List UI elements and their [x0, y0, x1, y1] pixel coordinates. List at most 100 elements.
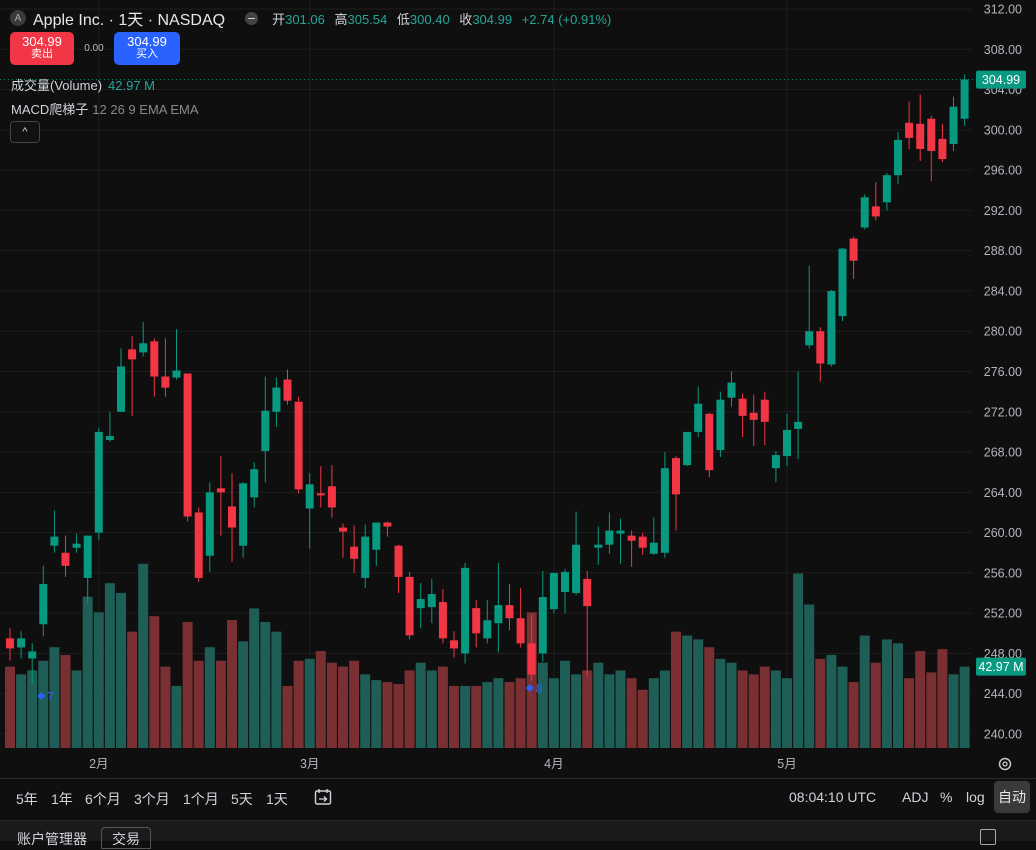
- macd-legend-name: MACD爬梯子: [11, 102, 89, 117]
- candle-body: [694, 403, 703, 432]
- volume-bar: [404, 670, 415, 748]
- candle-body: [616, 530, 625, 534]
- sell-button[interactable]: 304.99 卖出: [10, 32, 74, 65]
- candle-body: [250, 469, 259, 498]
- volume-bar: [648, 678, 659, 748]
- candle-body: [649, 542, 658, 554]
- volume-bar: [93, 612, 104, 748]
- auto-scale-button[interactable]: 自动: [994, 781, 1030, 813]
- buy-price: 304.99: [127, 34, 167, 49]
- last-price-tag-label: 304.99: [982, 73, 1020, 87]
- volume-bar: [326, 662, 337, 748]
- range-1d[interactable]: 1天: [266, 791, 288, 807]
- candle-body: [472, 608, 481, 634]
- candle-body: [83, 535, 92, 578]
- candle-body: [327, 486, 336, 508]
- volume-bar: [282, 685, 293, 748]
- price-tick-label: 308.00: [984, 43, 1022, 57]
- candle-body: [316, 493, 325, 496]
- volume-bar: [482, 682, 493, 748]
- trade-tab[interactable]: 交易: [101, 827, 151, 849]
- price-tick-label: 296.00: [984, 164, 1022, 178]
- chart-area[interactable]: 240.00 244.00 248.00 252.00 256.00 260.00 264.…: [0, 0, 1036, 780]
- candle-body: [638, 536, 647, 548]
- price-tick-label: 280.00: [984, 325, 1022, 339]
- maximize-icon[interactable]: [980, 829, 996, 845]
- volume-bar: [437, 666, 448, 748]
- candle-body: [216, 488, 225, 493]
- candle-body: [683, 431, 692, 466]
- volume-bar: [60, 654, 71, 748]
- price-tick-label: 276.00: [984, 365, 1022, 379]
- price-axis: 240.00 244.00 248.00 252.00 256.00 260.00 264.…: [984, 3, 1022, 742]
- candle-body: [583, 578, 592, 607]
- candle-body: [483, 620, 492, 639]
- volume-bar: [193, 660, 204, 748]
- time-axis: 2月 3月 4月 5月: [89, 757, 797, 771]
- volume-bar: [837, 666, 848, 748]
- volume-legend-name: 成交量(Volume): [11, 78, 103, 93]
- candle-body: [672, 458, 680, 495]
- collapse-icon[interactable]: [245, 11, 259, 25]
- percent-toggle[interactable]: %: [940, 789, 953, 805]
- volume-bar: [937, 649, 948, 748]
- range-5y[interactable]: 5年: [16, 791, 38, 807]
- candle-body: [749, 412, 758, 420]
- utc-clock[interactable]: 08:04:10 UTC: [789, 789, 877, 805]
- sell-label: 卖出: [31, 47, 53, 60]
- settings-gear-icon[interactable]: [998, 757, 1012, 771]
- volume-bar: [382, 682, 393, 748]
- volume-bar: [582, 670, 593, 748]
- price-tick-label: 300.00: [984, 123, 1022, 137]
- candle-body: [894, 139, 902, 176]
- candle-body: [838, 248, 847, 317]
- volume-bar: [682, 635, 693, 748]
- volume-bar: [704, 647, 715, 748]
- volume-legend[interactable]: 成交量(Volume) 42.97 M: [11, 75, 155, 94]
- volume-bar: [826, 654, 837, 748]
- volume-bar: [360, 674, 371, 748]
- candle-body: [394, 545, 403, 577]
- bottom-toolbar: 5年 1年 6个月 3个月 1个月 5天 1天 08:04:10 UTC ADJ…: [0, 778, 1036, 819]
- volume-tag: [976, 657, 1026, 676]
- volume-bar: [149, 616, 160, 748]
- candle-body: [627, 535, 636, 541]
- price-tick-label: 256.00: [984, 566, 1022, 580]
- candle-body: [383, 522, 392, 527]
- buy-button[interactable]: 304.99 买入: [114, 32, 180, 65]
- price-tick-label: 248.00: [984, 647, 1022, 661]
- symbol-title[interactable]: Apple Inc. · 1天 · NASDAQ: [33, 12, 226, 29]
- volume-bar: [637, 689, 648, 748]
- macd-legend[interactable]: MACD爬梯子 12 26 9 EMA EMA: [11, 99, 199, 118]
- macd-legend-params: 12 26 9 EMA EMA: [92, 102, 199, 117]
- adj-toggle[interactable]: ADJ: [902, 789, 929, 805]
- range-3m[interactable]: 3个月: [134, 791, 170, 807]
- calendar-range-icon[interactable]: [313, 787, 333, 807]
- candle-body: [405, 576, 414, 636]
- volume-bar: [671, 631, 681, 748]
- volume-bar: [593, 662, 604, 748]
- candle-body: [239, 483, 248, 546]
- candle-body: [794, 421, 803, 429]
- volume-legend-value: 42.97 M: [108, 78, 156, 93]
- volume-bar: [659, 670, 670, 748]
- volume-bar: [215, 660, 226, 748]
- candle-body: [305, 484, 314, 509]
- range-5d[interactable]: 5天: [231, 791, 253, 807]
- candle-body: [283, 379, 292, 401]
- log-toggle[interactable]: log: [966, 789, 985, 805]
- candle-body: [871, 206, 880, 217]
- candle-body: [438, 602, 447, 639]
- volume-bar: [5, 666, 15, 748]
- collapse-indicators-button[interactable]: ^: [10, 121, 40, 143]
- price-chart[interactable]: 240.00 244.00 248.00 252.00 256.00 260.00 264.…: [0, 0, 1036, 780]
- volume-bar: [371, 680, 382, 748]
- volume-bar: [804, 604, 815, 748]
- range-1y[interactable]: 1年: [51, 791, 73, 807]
- account-manager-tab[interactable]: 账户管理器: [17, 831, 87, 847]
- volume-bar: [415, 662, 426, 748]
- volume-bar: [560, 660, 570, 748]
- range-6m[interactable]: 6个月: [85, 791, 121, 807]
- range-1m[interactable]: 1个月: [183, 791, 219, 807]
- change-value: +2.74 (+0.91%): [521, 11, 612, 27]
